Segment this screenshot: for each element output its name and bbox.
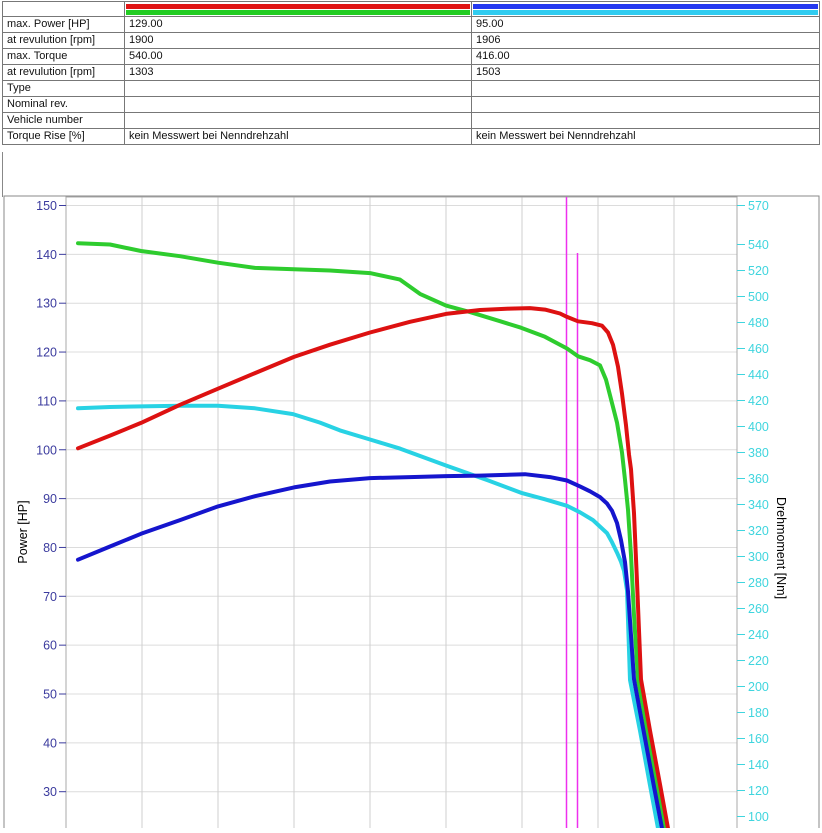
row-label: max. Torque (2, 48, 125, 65)
header-empty-cell (2, 1, 125, 17)
right-axis-tick-label: 420 (748, 394, 769, 408)
left-axis-title: Power [HP] (16, 500, 30, 563)
left-axis-tick-label: 70 (43, 590, 57, 604)
left-axis-tick-label: 100 (36, 443, 57, 457)
run1-color-header (124, 1, 472, 17)
row-label: max. Power [HP] (2, 16, 125, 33)
right-axis-tick-label: 440 (748, 368, 769, 382)
chart-frame (3, 195, 820, 828)
table-chart-connector-line (2, 152, 3, 197)
left-axis-tick-label: 90 (43, 492, 57, 506)
row-label: Type (2, 80, 125, 97)
table-row: max. Torque 540.00 416.00 (2, 48, 820, 65)
left-axis-tick-label: 140 (36, 248, 57, 262)
left-axis-tick-label: 130 (36, 297, 57, 311)
power-run-2-curve (76, 472, 664, 831)
right-axis-tick-label: 300 (748, 550, 769, 564)
torque-run-2-curve (76, 403, 660, 831)
right-axis-tick-label: 120 (748, 784, 769, 798)
table-row: at revulution [rpm] 1900 1906 (2, 32, 820, 49)
right-axis-tick-label: 360 (748, 472, 769, 486)
run1-value: 540.00 (124, 48, 472, 65)
run1-torque-color-bar (126, 9, 470, 15)
row-label: Vehicle number (2, 112, 125, 129)
right-axis-tick-label: 220 (748, 654, 769, 668)
run1-value: 1900 (124, 32, 472, 49)
right-axis-title: Drehmoment [Nm] (774, 497, 788, 599)
right-axis-tick-label: 140 (748, 758, 769, 772)
run2-value (471, 112, 820, 129)
run1-value: 1303 (124, 64, 472, 81)
dyno-results-table: max. Power [HP] 129.00 95.00 at revuluti… (2, 1, 820, 145)
left-axis-tick-label: 150 (36, 199, 57, 213)
right-axis-tick-label: 570 (748, 199, 769, 213)
run2-value (471, 80, 820, 97)
row-label: Torque Rise [%] (2, 128, 125, 145)
table-row: Type (2, 80, 820, 97)
run2-value (471, 96, 820, 113)
table-row: Nominal rev. (2, 96, 820, 113)
right-axis-tick-label: 460 (748, 342, 769, 356)
table-row: Torque Rise [%] kein Messwert bei Nenndr… (2, 128, 820, 145)
row-label: at revulution [rpm] (2, 32, 125, 49)
right-axis-tick-label: 400 (748, 420, 769, 434)
right-axis-tick-label: 380 (748, 446, 769, 460)
run2-torque-color-bar (473, 9, 818, 15)
right-axis-tick-label: 280 (748, 576, 769, 590)
right-axis-tick-label: 180 (748, 706, 769, 720)
right-axis-tick-label: 340 (748, 498, 769, 512)
right-axis-tick-label: 160 (748, 732, 769, 746)
run2-power-color-bar (473, 3, 818, 9)
right-axis-tick-label: 200 (748, 680, 769, 694)
run1-value: kein Messwert bei Nenndrehzahl (124, 128, 472, 145)
right-axis-tick-label: 500 (748, 290, 769, 304)
right-axis-tick-label: 240 (748, 628, 769, 642)
left-axis-tick-label: 30 (43, 785, 57, 799)
left-axis-tick-label: 110 (37, 394, 57, 408)
left-axis-tick-label: 40 (43, 736, 57, 750)
right-axis-tick-label: 260 (748, 602, 769, 616)
right-axis-tick-label: 320 (748, 524, 769, 538)
run2-value: 416.00 (471, 48, 820, 65)
torque-run-1-curve (76, 241, 667, 831)
right-axis-tick-label: 540 (748, 238, 769, 252)
left-axis-tick-label: 60 (43, 639, 57, 653)
right-axis-tick-label: 520 (748, 264, 769, 278)
left-axis-tick-label: 80 (43, 541, 57, 555)
plot-border (65, 196, 738, 828)
right-axis-tick-label: 100 (748, 810, 769, 824)
right-axis-tick-label: 480 (748, 316, 769, 330)
left-axis-tick-label: 120 (36, 346, 57, 360)
run2-value: kein Messwert bei Nenndrehzahl (471, 128, 820, 145)
power-run-1-curve (76, 306, 670, 831)
left-axis-tick-label: 50 (43, 688, 57, 702)
run1-power-color-bar (126, 3, 470, 9)
